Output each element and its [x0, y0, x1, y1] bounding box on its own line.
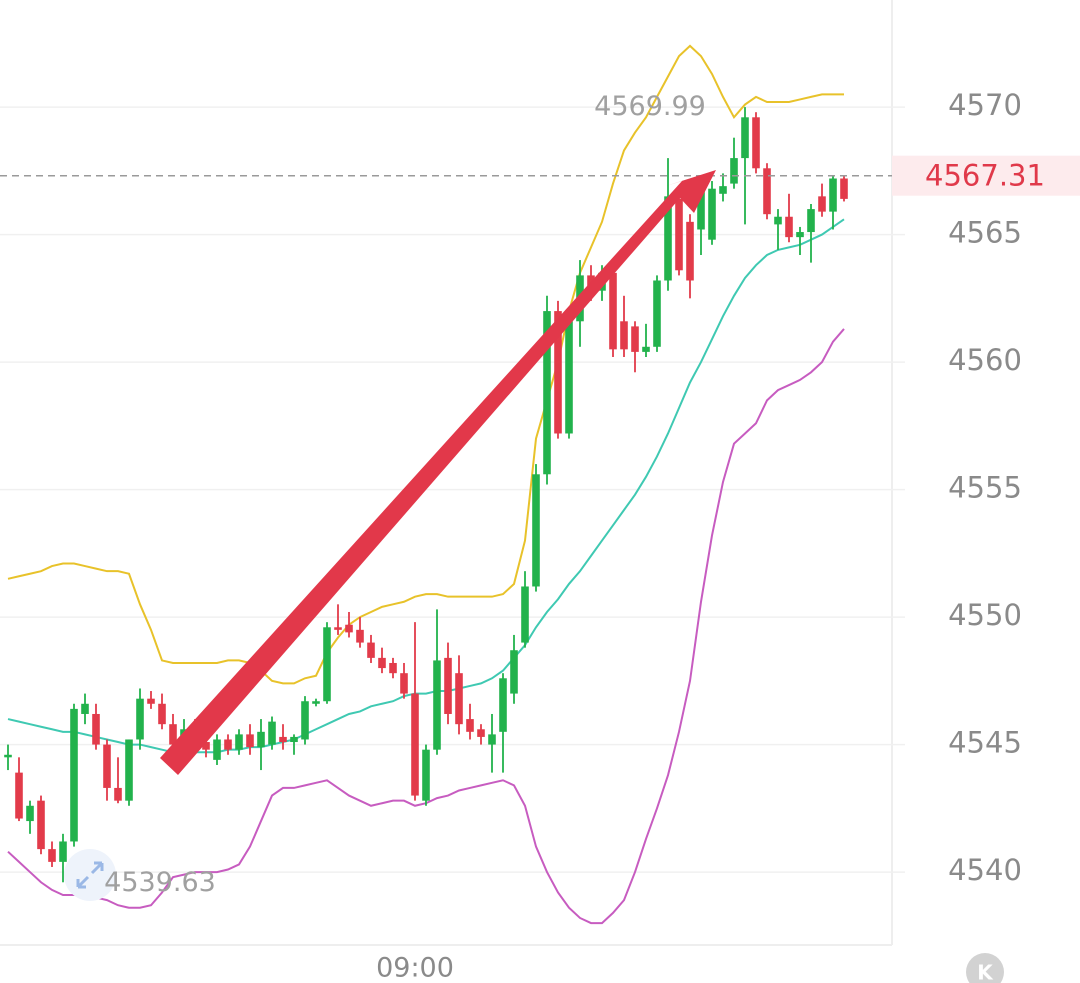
candle-body	[642, 346, 650, 352]
candle-body	[279, 736, 287, 743]
candle-body	[114, 787, 122, 801]
candle-body	[389, 662, 397, 674]
plot-layer	[0, 44, 905, 925]
icon-bg	[64, 849, 116, 901]
candle-body	[92, 713, 100, 745]
candle-body	[26, 805, 34, 822]
y-tick-label: 4550	[948, 598, 1022, 632]
candle-body	[521, 586, 529, 643]
candle-body	[697, 191, 705, 230]
candle-body	[213, 739, 221, 760]
candle-body	[818, 196, 826, 212]
low-marker-icon	[64, 849, 116, 901]
candle-body	[334, 627, 342, 630]
candle-body	[510, 650, 518, 694]
candle-body	[708, 188, 716, 240]
candle-body	[807, 209, 815, 233]
candle-body	[345, 624, 353, 633]
candle-body	[829, 178, 837, 212]
candle-body	[840, 178, 848, 199]
candle-body	[444, 657, 452, 714]
candle-body	[543, 311, 551, 475]
trend-arrow	[160, 170, 716, 775]
candle-body	[48, 849, 56, 862]
candle-body	[147, 698, 155, 704]
candle-body	[4, 754, 12, 758]
candle-body	[70, 708, 78, 842]
y-tick-label: 4570	[948, 88, 1022, 122]
band-line	[7, 218, 845, 754]
icon-arrows	[76, 861, 104, 889]
candle-body	[620, 321, 628, 350]
candle-body	[246, 734, 254, 748]
y-tick-label: 4560	[948, 343, 1022, 377]
candle-body	[202, 742, 210, 750]
candle-body	[290, 736, 298, 743]
high-label: 4569.99	[594, 91, 706, 122]
candle-body	[785, 216, 793, 238]
candle-body	[675, 198, 683, 271]
y-tick-label: 4540	[948, 853, 1022, 887]
candle-body	[235, 734, 243, 750]
candle-body	[741, 117, 749, 159]
candle-body	[378, 657, 386, 669]
candle-body	[15, 772, 23, 819]
candle-body	[631, 326, 639, 352]
band-line	[7, 328, 845, 925]
overlay-layer: K 4540 4545 4550 4555 4560 4565 4570 09:00 4567.…	[64, 88, 1080, 983]
candle-body	[356, 629, 364, 643]
candle-body	[37, 800, 45, 850]
candle-body	[609, 272, 617, 350]
y-tick-label: 4565	[948, 216, 1022, 250]
k-button[interactable]: K	[977, 961, 994, 983]
candle-body	[477, 729, 485, 737]
candle-body	[499, 678, 507, 732]
candle-body	[367, 642, 375, 658]
band-line	[7, 44, 844, 685]
candle-body	[554, 311, 562, 434]
candle-body	[257, 731, 265, 748]
candle-body	[224, 739, 232, 750]
candle-body	[653, 280, 661, 347]
candle-body	[59, 841, 67, 862]
candle-body	[763, 168, 771, 215]
candle-body	[774, 216, 782, 225]
candle-body	[488, 734, 496, 745]
y-tick-label: 4555	[948, 471, 1022, 505]
candle-body	[81, 703, 89, 714]
last-price-tag	[892, 155, 1080, 196]
candle-body	[719, 186, 727, 194]
candle-body	[169, 724, 177, 745]
candle-body	[125, 739, 133, 801]
candle-body	[422, 749, 430, 801]
candle-body	[565, 321, 573, 434]
candle-body	[411, 693, 419, 796]
candle-body	[301, 701, 309, 740]
candle-body	[400, 673, 408, 694]
candle-body	[136, 698, 144, 740]
candle-body	[158, 703, 166, 725]
k-button-bg[interactable]	[966, 953, 1004, 983]
candle-body	[312, 701, 320, 704]
candle-body	[268, 721, 276, 745]
candle-body	[455, 673, 463, 725]
candle-body	[103, 744, 111, 788]
candle-body	[433, 660, 441, 750]
candle-body	[664, 196, 672, 281]
candle-body	[323, 627, 331, 702]
candle-body	[466, 719, 474, 732]
candle-body	[752, 117, 760, 169]
y-tick-label: 4545	[948, 726, 1022, 760]
last-price-label: 4567.31	[925, 159, 1045, 193]
candle-body	[532, 474, 540, 587]
candle-body	[796, 232, 804, 238]
x-tick-label: 09:00	[376, 953, 454, 983]
candle-body	[686, 221, 694, 281]
low-label: 4539.63	[104, 867, 216, 898]
candle-body	[730, 158, 738, 184]
